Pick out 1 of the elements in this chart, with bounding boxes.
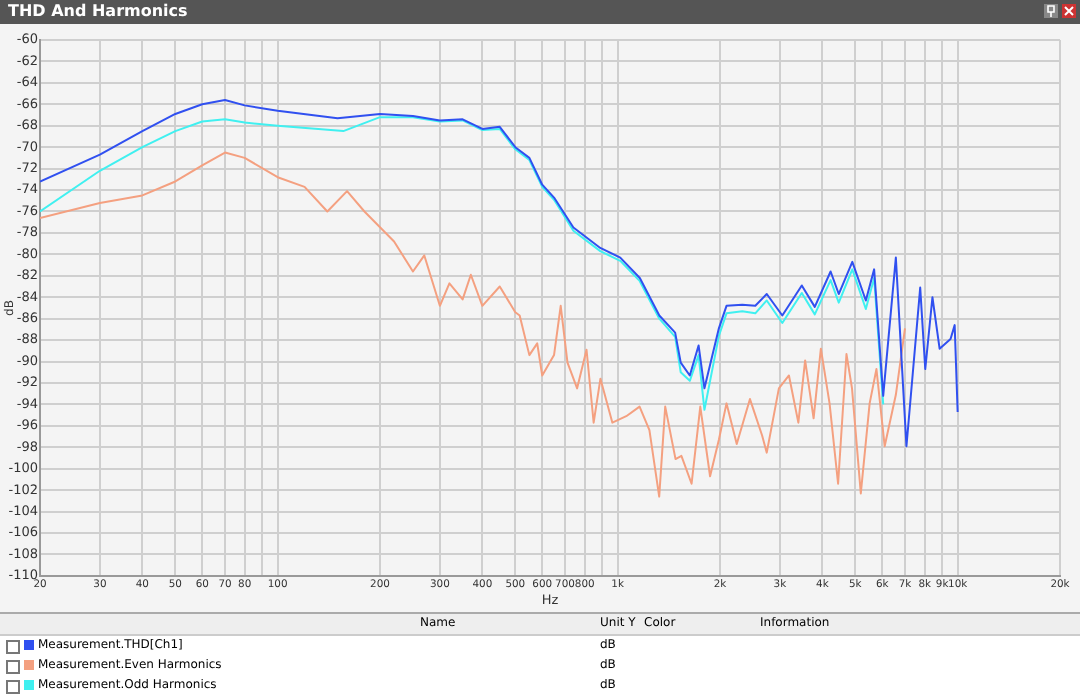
chart-title: THD And Harmonics <box>6 2 188 20</box>
